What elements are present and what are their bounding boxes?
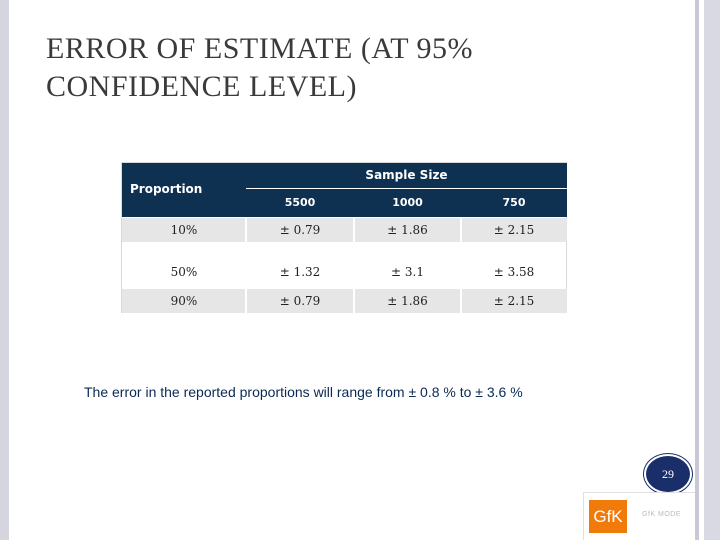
error-estimate-table: Proportion Sample Size 5500 1000 750 10%… (121, 162, 567, 313)
header-sample-750: 750 (502, 196, 526, 209)
row-value: ± 3.1 (391, 265, 424, 279)
row-proportion: 90% (170, 294, 198, 308)
column-divider (245, 218, 247, 313)
column-divider (353, 218, 355, 313)
page-number-badge: 29 (644, 454, 692, 494)
header-proportion: Proportion (122, 163, 246, 217)
row-value: ± 1.86 (387, 294, 428, 308)
row-value: ± 2.15 (493, 294, 535, 308)
row-value: ± 1.32 (279, 265, 321, 279)
column-divider (460, 218, 462, 313)
row-value: ± 3.58 (493, 265, 535, 279)
right-rail-outer (704, 0, 720, 540)
header-sample-1000: 1000 (392, 196, 423, 209)
row-value: ± 2.15 (493, 223, 535, 237)
range-note: The error in the reported proportions wi… (84, 384, 523, 400)
right-rail-inner (695, 0, 699, 540)
left-rail (0, 0, 9, 540)
header-sample-5500: 5500 (284, 196, 316, 209)
header-proportion-label: Proportion (130, 182, 203, 196)
header-sample-size: Sample Size (246, 163, 567, 188)
row-proportion: 50% (170, 265, 198, 279)
table-row: 50% ± 1.32 ± 3.1 ± 3.58 (122, 260, 567, 284)
gfk-logo-area: GfK GfK MODE (583, 492, 695, 540)
row-value: ± 1.86 (387, 223, 428, 237)
gfk-logo-icon: GfK (589, 500, 627, 533)
row-proportion: 10% (170, 223, 198, 237)
slide-title-line-1: ERROR OF ESTIMATE (AT 95% (46, 32, 473, 65)
gfk-mode-caption: GfK MODE (642, 511, 682, 518)
slide-title: ERROR OF ESTIMATE (AT 95% CONFIDENCE LEV… (46, 30, 606, 106)
slide-title-line-2: CONFIDENCE LEVEL) (46, 70, 357, 103)
table-row: 10% ± 0.79 ± 1.86 ± 2.15 (122, 218, 567, 242)
row-value: ± 0.79 (279, 294, 321, 308)
header-sample-size-row: 5500 1000 750 (246, 189, 567, 217)
row-value: ± 0.79 (279, 223, 321, 237)
table-row: 90% ± 0.79 ± 1.86 ± 2.15 (122, 289, 567, 313)
